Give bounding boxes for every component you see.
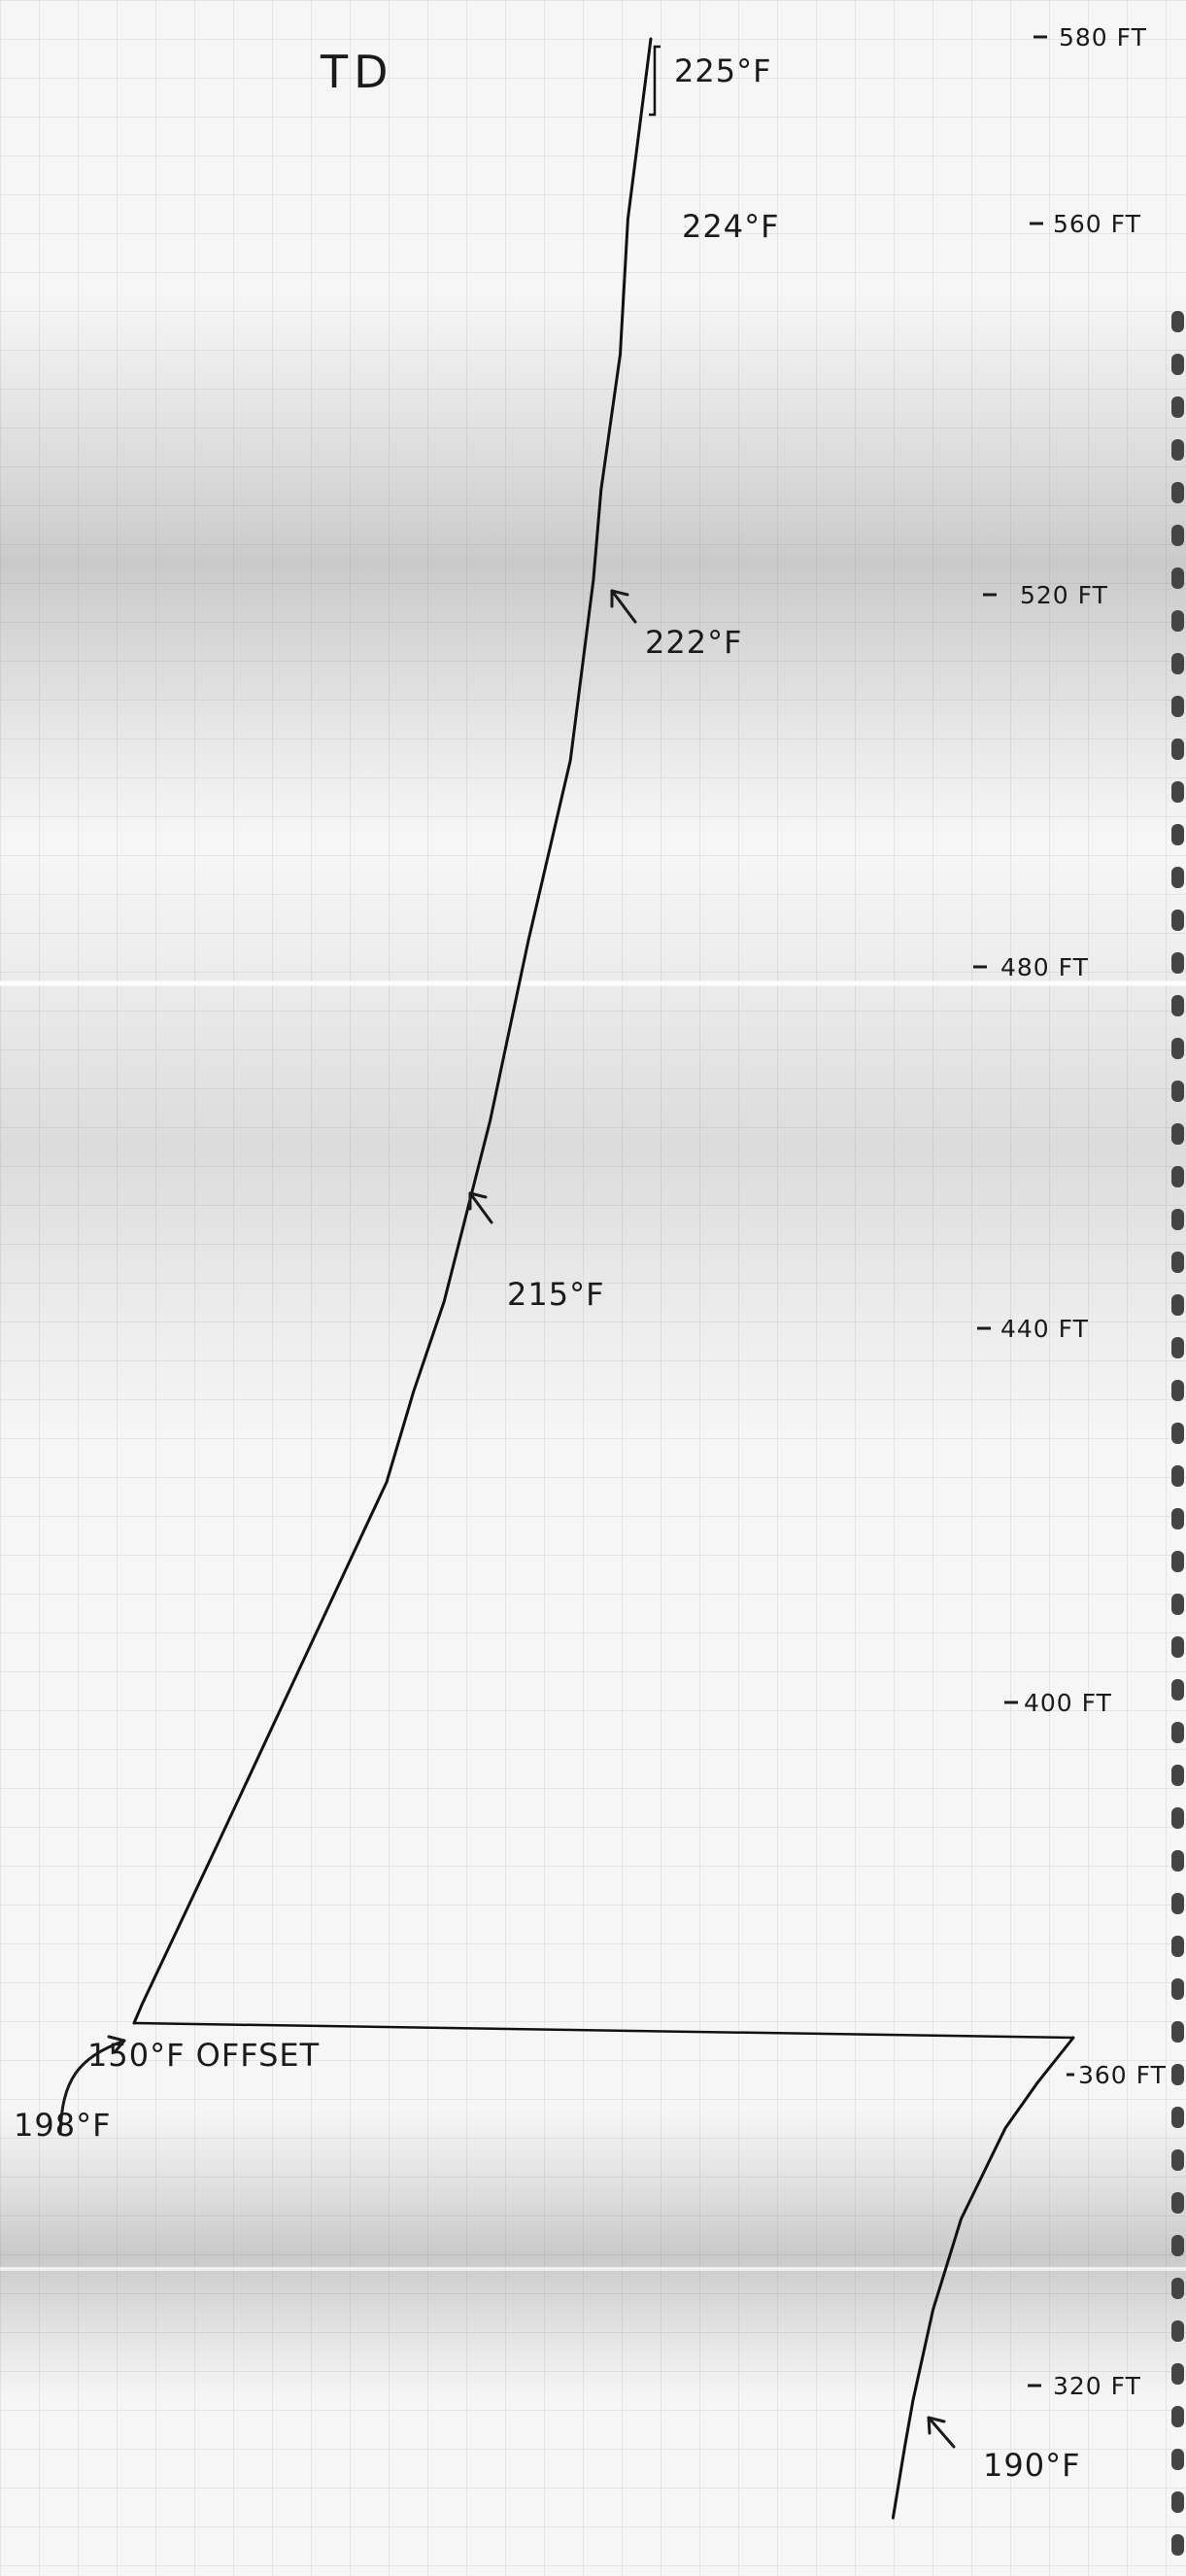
perforation-hole — [1171, 1081, 1184, 1102]
chart-title: TD — [320, 46, 394, 98]
perforation-hole — [1171, 1508, 1184, 1529]
perforation-hole — [1171, 1978, 1184, 2000]
perforation-hole — [1171, 2235, 1184, 2256]
perforation-hole — [1171, 2021, 1184, 2043]
scan-shade-band — [0, 855, 1186, 1438]
perforation-hole — [1171, 2406, 1184, 2427]
perforation-hole — [1171, 1850, 1184, 1872]
arrow-icon — [610, 589, 637, 624]
depth-label-440: 440 FT — [1000, 1315, 1089, 1343]
arrow-icon — [468, 1191, 493, 1224]
perforation-hole — [1171, 525, 1184, 546]
perforation-hole — [1171, 1765, 1184, 1786]
perforation-hole — [1171, 610, 1184, 632]
perforation-hole — [1171, 653, 1184, 674]
annotation-td-temp: 225°F — [674, 52, 771, 89]
depth-axis: 580 FT 560 FT 520 FT 480 FT 440 FT 400 F… — [973, 23, 1167, 2400]
perforation-hole — [1171, 781, 1184, 803]
perforation-hole — [1171, 1893, 1184, 1914]
perforation-hole — [1171, 867, 1184, 888]
perforation-hole — [1171, 482, 1184, 503]
annotation-198: 198°F — [14, 2107, 111, 2144]
perforation-hole — [1171, 1038, 1184, 1059]
depth-label-320: 320 FT — [1053, 2372, 1141, 2400]
temperature-trace-lower — [891, 2036, 1075, 2520]
perforation-hole — [1171, 1551, 1184, 1572]
perforation-hole — [1171, 1123, 1184, 1145]
perforation-hole — [1171, 995, 1184, 1016]
temperature-trace-upper — [132, 37, 653, 2025]
perforation-hole — [1171, 2449, 1184, 2470]
perforation-hole — [1171, 2491, 1184, 2513]
perforation-hole — [1171, 567, 1184, 589]
scan-shade-band — [0, 292, 1186, 836]
perforation-hole — [1171, 910, 1184, 931]
perforation-hole — [1171, 1807, 1184, 1829]
perforation-hole — [1171, 1252, 1184, 1273]
perforation-hole — [1171, 1679, 1184, 1700]
perforation-hole — [1171, 439, 1184, 461]
perforation-hole — [1171, 2064, 1184, 2085]
td-end-bracket — [649, 45, 661, 117]
perforation-hole — [1171, 1465, 1184, 1487]
perforation-hole — [1171, 1423, 1184, 1444]
perforation-hole — [1171, 1722, 1184, 1743]
perforation-hole — [1171, 696, 1184, 717]
perforation-hole — [1171, 354, 1184, 375]
perforation-hole — [1171, 2107, 1184, 2128]
perforation-hole — [1171, 952, 1184, 974]
perforation-hole — [1171, 2534, 1184, 2556]
perforation-hole — [1171, 1594, 1184, 1615]
perforation-hole — [1171, 2363, 1184, 2385]
perforation-hole — [1171, 396, 1184, 418]
perforation-hole — [1171, 1337, 1184, 1358]
perforation-hole — [1171, 2149, 1184, 2171]
trace-group — [132, 37, 1075, 2520]
annotation-190: 190°F — [983, 2447, 1080, 2484]
depth-label-480: 480 FT — [1000, 953, 1089, 981]
tractor-feed-edge — [1171, 311, 1184, 2556]
annotation-215: 215°F — [507, 1276, 604, 1313]
depth-label-580: 580 FT — [1059, 23, 1147, 52]
depth-label-360: 360 FT — [1078, 2061, 1167, 2089]
depth-label-560: 560 FT — [1053, 210, 1141, 238]
perforation-hole — [1171, 2192, 1184, 2214]
annotation-222: 222°F — [645, 624, 742, 661]
perforation-hole — [1171, 1936, 1184, 1957]
perforation-hole — [1171, 1209, 1184, 1230]
perforation-hole — [1171, 824, 1184, 845]
perforation-hole — [1171, 1636, 1184, 1658]
annotation-224: 224°F — [682, 208, 779, 245]
depth-label-400: 400 FT — [1024, 1689, 1112, 1717]
depth-label-520: 520 FT — [1020, 581, 1108, 609]
perforation-hole — [1171, 738, 1184, 760]
perforation-hole — [1171, 311, 1184, 332]
scan-shade-band — [0, 2109, 1186, 2400]
perforation-hole — [1171, 1166, 1184, 1187]
arrow-icon — [58, 2035, 126, 2136]
perforation-hole — [1171, 1380, 1184, 1401]
perforation-hole — [1171, 2278, 1184, 2299]
offset-connector — [133, 2021, 1074, 2040]
annotation-offset: 150°F OFFSET — [87, 2037, 320, 2074]
perforation-hole — [1171, 2320, 1184, 2342]
arrow-icon — [927, 2416, 956, 2449]
perforation-hole — [1171, 1294, 1184, 1316]
